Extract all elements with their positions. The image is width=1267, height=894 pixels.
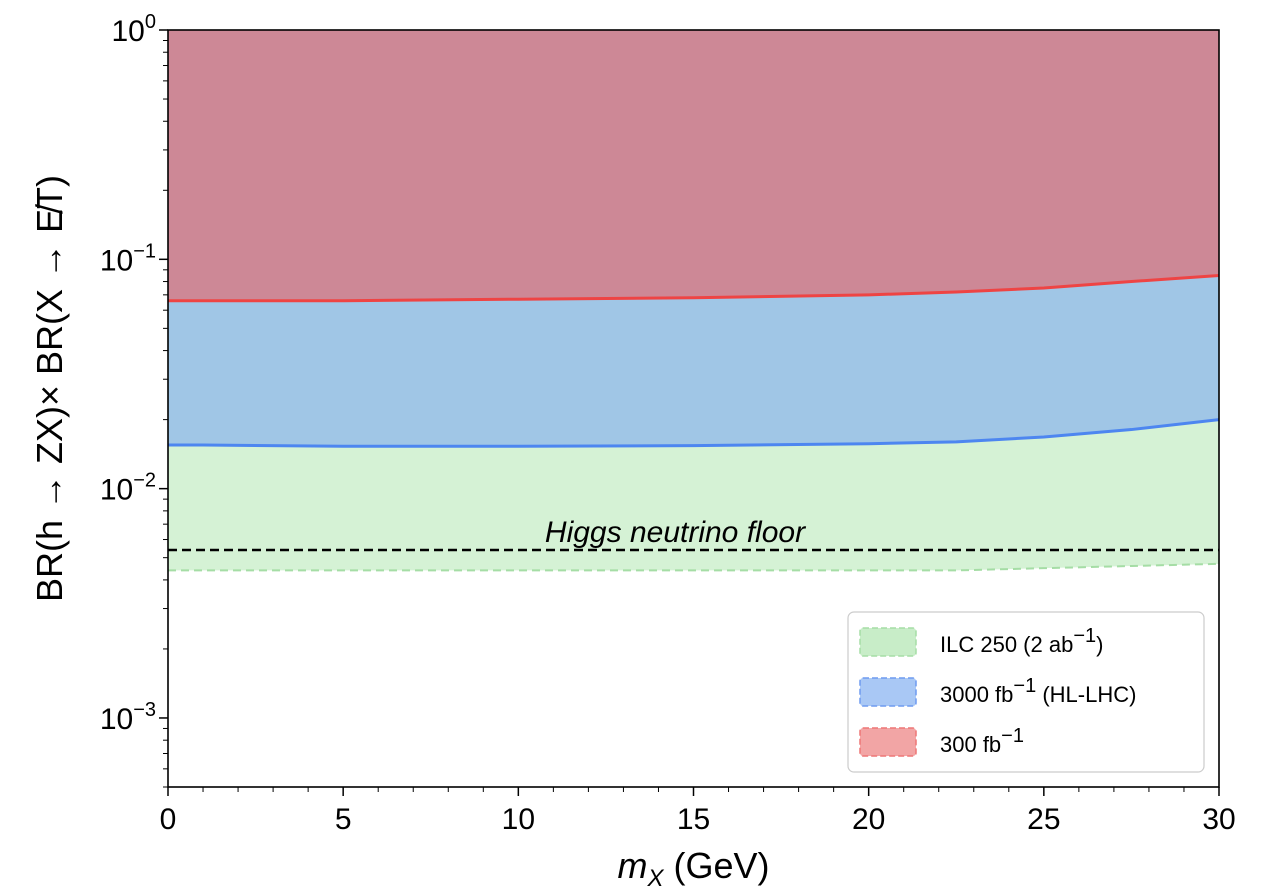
series-fill-0 (168, 30, 1219, 301)
x-tick-label: 25 (1027, 803, 1060, 836)
series-line-0 (168, 274, 1220, 303)
y-tick-label: 10−2 (100, 470, 156, 507)
tick-labels: 0 5 10 15 20 25 30 100 10−1 10−2 10−3 (100, 11, 1236, 836)
x-tick-label: 10 (502, 803, 535, 836)
legend-label-2: 300 fb−1 (940, 725, 1024, 757)
reference-line-label: Higgs neutrino floor (545, 516, 806, 549)
x-tick-label: 20 (852, 803, 885, 836)
legend-label-0: ILC 250 (2 ab−1) (940, 625, 1103, 657)
series-line-1 (168, 418, 1220, 448)
y-tick-label: 10−1 (100, 240, 156, 277)
legend-swatch-1 (859, 677, 917, 707)
reference-line-group: Higgs neutrino floor (168, 516, 1219, 552)
legend-box (847, 611, 1205, 773)
legend-swatch-2 (859, 727, 917, 757)
series-line-2 (168, 562, 1220, 572)
x-tick-label: 15 (677, 803, 710, 836)
x-axis-label: mX (GeV) (617, 845, 769, 892)
y-axis-label: BR(h → ZX)× BR(X → E̸T) (29, 175, 70, 602)
x-tick-label: 30 (1202, 803, 1235, 836)
x-tick-label: 5 (335, 803, 352, 836)
series-lines (168, 274, 1220, 572)
legend-swatch-0 (859, 627, 917, 657)
legend-label-1: 3000 fb−1 (HL-LHC) (940, 675, 1136, 707)
y-tick-label: 10−3 (100, 699, 156, 736)
series-fills (168, 30, 1219, 571)
x-tick-label: 0 (160, 803, 177, 836)
legend: ILC 250 (2 ab−1) 3000 fb−1 (HL-LHC) 300 fb… (847, 611, 1205, 773)
y-tick-label: 100 (112, 11, 157, 48)
axis-ticks (159, 29, 1220, 796)
